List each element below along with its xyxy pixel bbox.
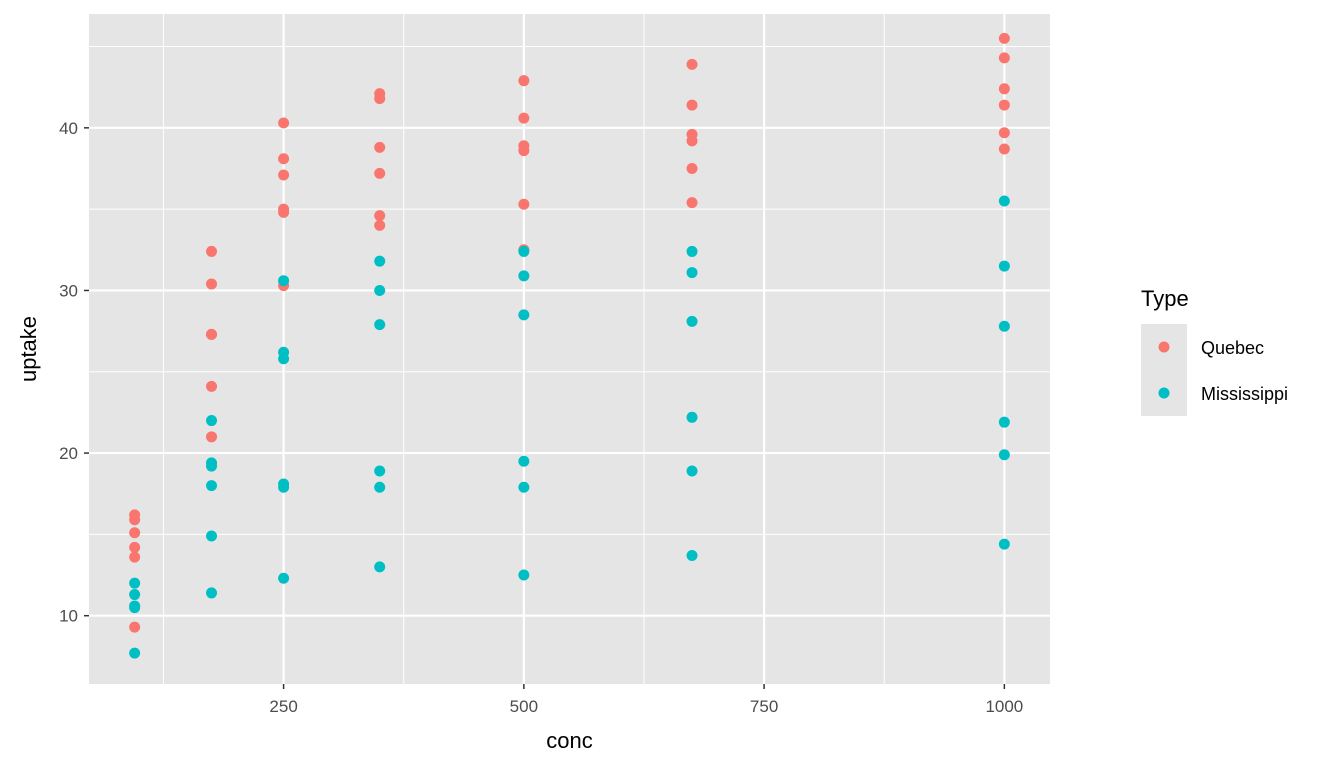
y-tick-label: 10 (59, 607, 78, 626)
data-point-mississippi (518, 309, 530, 321)
data-point-mississippi (998, 538, 1010, 550)
data-point-mississippi (686, 411, 698, 423)
data-point-quebec (518, 145, 530, 157)
data-point-mississippi (278, 572, 290, 584)
x-axis-ticks: 250 500 750 1000 (269, 684, 1023, 716)
data-point-quebec (278, 117, 290, 129)
data-point-quebec (374, 167, 386, 179)
legend-label-mississippi: Mississippi (1201, 384, 1288, 404)
data-point-quebec (278, 169, 290, 181)
data-point-mississippi (686, 315, 698, 327)
data-point-quebec (129, 514, 141, 526)
minor-gridlines (89, 14, 1050, 684)
plot-panel (89, 14, 1050, 684)
x-tick-label: 750 (750, 697, 778, 716)
data-point-mississippi (518, 481, 530, 493)
data-point-quebec (206, 245, 218, 257)
data-point-quebec (129, 527, 141, 539)
data-point-quebec (374, 219, 386, 231)
data-point-mississippi (206, 587, 218, 599)
data-point-quebec (686, 58, 698, 70)
y-axis-title: uptake (16, 316, 41, 382)
data-point-quebec (206, 431, 218, 443)
data-point-quebec (998, 83, 1010, 95)
data-point-mississippi (686, 550, 698, 562)
legend-point-mississippi (1158, 387, 1170, 399)
data-point-mississippi (518, 245, 530, 257)
y-tick-label: 40 (59, 119, 78, 138)
data-point-quebec (518, 198, 530, 210)
data-point-mississippi (129, 589, 141, 601)
data-point-quebec (374, 141, 386, 153)
data-point-mississippi (374, 319, 386, 331)
data-point-quebec (374, 210, 386, 222)
data-point-mississippi (998, 320, 1010, 332)
data-point-mississippi (374, 284, 386, 296)
data-point-mississippi (518, 569, 530, 581)
y-axis-ticks: 10 20 30 40 (59, 119, 89, 626)
data-point-mississippi (998, 416, 1010, 428)
data-point-mississippi (998, 260, 1010, 272)
data-point-quebec (998, 99, 1010, 111)
data-point-quebec (998, 127, 1010, 139)
data-point-quebec (686, 99, 698, 111)
y-tick-label: 30 (59, 281, 78, 300)
data-point-mississippi (278, 275, 290, 287)
data-point-mississippi (206, 530, 218, 542)
data-point-mississippi (278, 481, 290, 493)
data-point-mississippi (278, 353, 290, 365)
data-point-mississippi (998, 195, 1010, 207)
data-point-mississippi (129, 647, 141, 659)
x-tick-label: 1000 (985, 697, 1023, 716)
data-points (129, 32, 1010, 659)
data-point-quebec (206, 328, 218, 340)
data-point-mississippi (129, 602, 141, 614)
data-point-mississippi (206, 460, 218, 472)
x-tick-label: 250 (269, 697, 297, 716)
data-point-mississippi (129, 577, 141, 589)
data-point-quebec (206, 380, 218, 392)
data-point-quebec (129, 541, 141, 553)
data-point-quebec (998, 32, 1010, 44)
data-point-quebec (686, 162, 698, 174)
data-point-quebec (518, 112, 530, 124)
legend-title: Type (1141, 286, 1189, 311)
legend-point-quebec (1158, 341, 1170, 353)
data-point-quebec (998, 52, 1010, 64)
data-point-mississippi (206, 415, 218, 427)
data-point-quebec (129, 621, 141, 633)
data-point-quebec (129, 551, 141, 563)
data-point-mississippi (374, 465, 386, 477)
data-point-quebec (374, 93, 386, 105)
data-point-mississippi (518, 270, 530, 282)
data-point-mississippi (686, 465, 698, 477)
data-point-mississippi (374, 255, 386, 267)
data-point-mississippi (686, 267, 698, 279)
y-tick-label: 20 (59, 444, 78, 463)
data-point-mississippi (374, 561, 386, 573)
data-point-quebec (686, 197, 698, 209)
legend: Type Quebec Mississippi (1141, 286, 1288, 416)
data-point-quebec (206, 278, 218, 290)
x-axis-title: conc (546, 728, 592, 753)
data-point-mississippi (518, 455, 530, 467)
data-point-mississippi (998, 449, 1010, 461)
x-tick-label: 500 (510, 697, 538, 716)
data-point-mississippi (686, 245, 698, 257)
data-point-quebec (998, 143, 1010, 155)
data-point-quebec (278, 153, 290, 165)
data-point-mississippi (374, 481, 386, 493)
legend-label-quebec: Quebec (1201, 338, 1264, 358)
data-point-quebec (518, 75, 530, 87)
data-point-mississippi (206, 480, 218, 492)
data-point-quebec (686, 135, 698, 147)
data-point-quebec (278, 206, 290, 218)
